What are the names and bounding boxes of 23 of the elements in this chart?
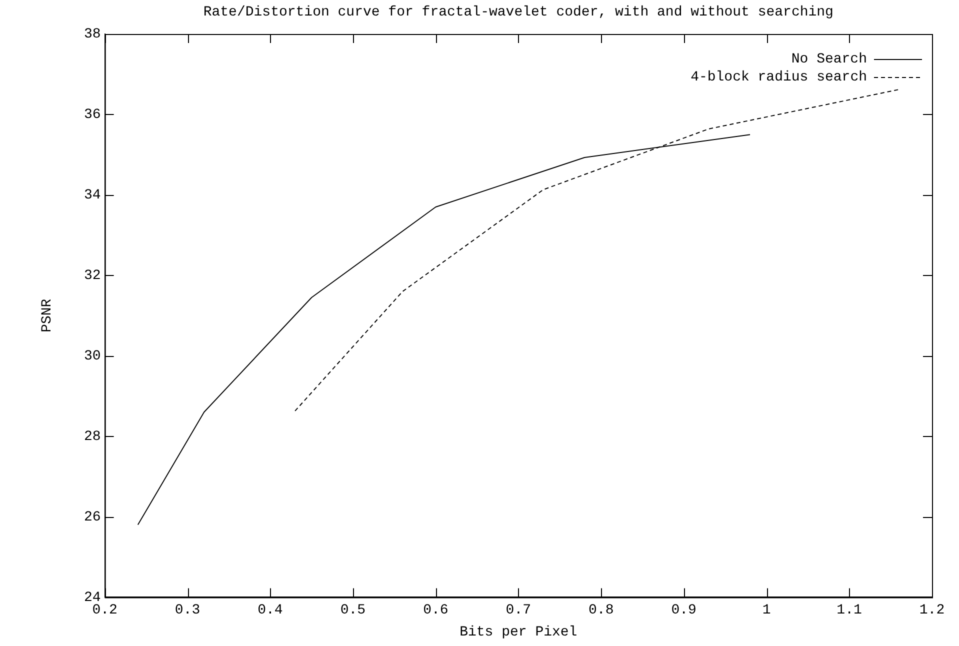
y-tick-label: 36 bbox=[84, 107, 101, 124]
x-tick-label: 0.4 bbox=[258, 602, 283, 618]
y-tick-label: 30 bbox=[84, 348, 101, 365]
legend-label: No Search bbox=[791, 52, 867, 68]
y-tick-label: 38 bbox=[84, 26, 101, 43]
x-tick-label: 0.9 bbox=[671, 602, 696, 618]
x-axis-title: Bits per Pixel bbox=[460, 624, 578, 641]
y-axis-title: PSNR bbox=[40, 298, 56, 332]
x-tick-label: 1 bbox=[762, 602, 771, 618]
x-tick-label: 0.8 bbox=[588, 602, 614, 618]
x-tick-label: 0.7 bbox=[506, 602, 532, 618]
y-tick-label: 28 bbox=[84, 428, 101, 445]
x-tick-label: 0.5 bbox=[340, 602, 366, 618]
x-tick-label: 1.1 bbox=[836, 602, 862, 618]
x-tick-label: 0.2 bbox=[92, 602, 118, 618]
y-tick-label: 34 bbox=[84, 188, 101, 204]
x-tick-label: 1.2 bbox=[919, 602, 945, 618]
y-tick-label: 26 bbox=[84, 509, 101, 526]
x-tick-label: 0.6 bbox=[423, 602, 448, 618]
chart-title: Rate/Distortion curve for fractal-wavelet coder, with and without searching bbox=[203, 4, 834, 21]
x-tick-label: 0.3 bbox=[174, 602, 200, 618]
legend-label: 4-block radius search bbox=[690, 70, 867, 86]
y-tick-label: 32 bbox=[84, 268, 101, 284]
